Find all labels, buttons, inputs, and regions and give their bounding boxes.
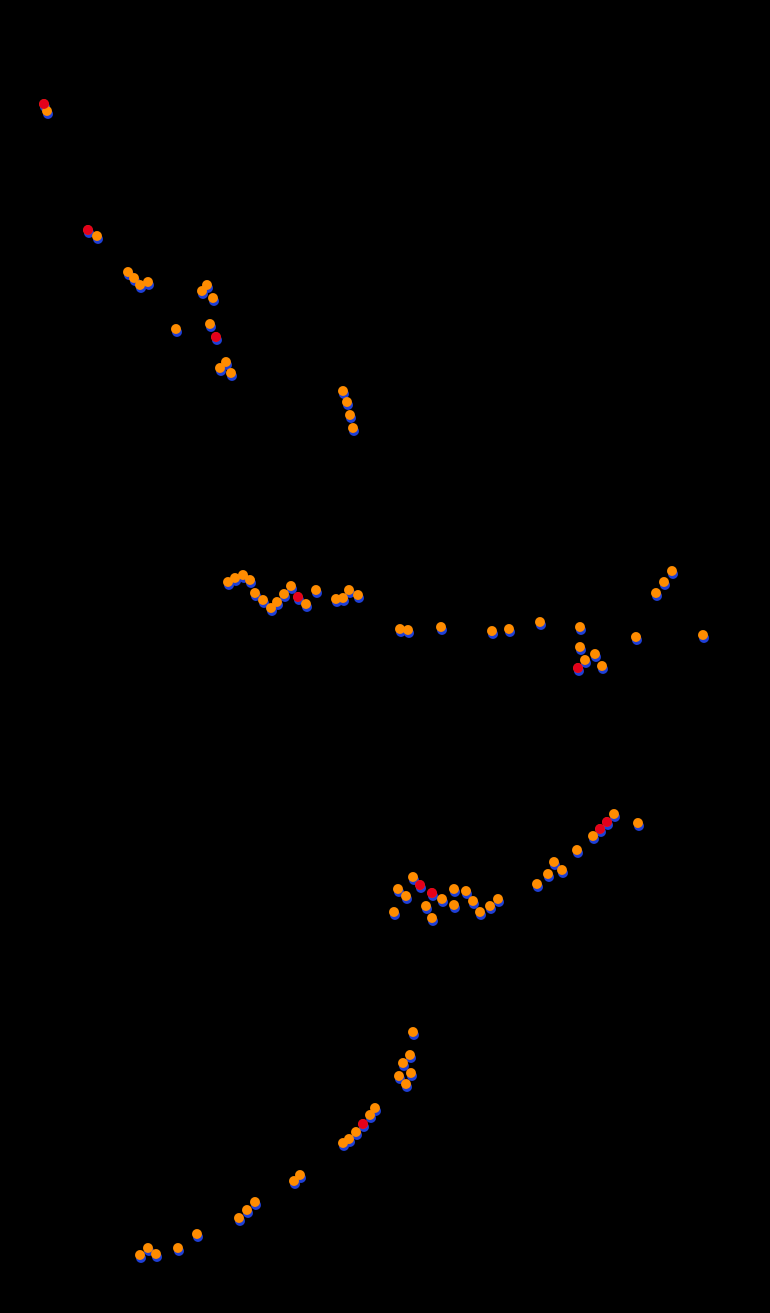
marker-orange xyxy=(202,280,212,290)
marker-orange xyxy=(493,894,503,904)
marker-orange xyxy=(449,884,459,894)
marker-orange xyxy=(234,1213,244,1223)
marker-orange xyxy=(575,622,585,632)
marker-orange xyxy=(437,894,447,904)
marker-orange xyxy=(408,1027,418,1037)
marker-orange xyxy=(192,1229,202,1239)
marker-orange xyxy=(575,642,585,652)
marker-orange xyxy=(487,626,497,636)
marker-orange xyxy=(597,661,607,671)
marker-orange xyxy=(353,590,363,600)
scatter-plot-svg xyxy=(0,0,770,1313)
marker-orange xyxy=(286,581,296,591)
marker-orange xyxy=(651,588,661,598)
marker-orange xyxy=(535,617,545,627)
marker-orange xyxy=(401,1079,411,1089)
marker-orange xyxy=(633,818,643,828)
marker-orange xyxy=(348,423,358,433)
marker-orange xyxy=(572,845,582,855)
marker-orange xyxy=(389,907,399,917)
marker-orange xyxy=(609,809,619,819)
marker-orange xyxy=(543,869,553,879)
marker-red xyxy=(358,1119,368,1129)
marker-orange xyxy=(338,386,348,396)
marker-orange xyxy=(393,884,403,894)
marker-orange xyxy=(667,566,677,576)
marker-orange xyxy=(580,655,590,665)
marker-red xyxy=(39,99,49,109)
marker-orange xyxy=(427,913,437,923)
marker-orange xyxy=(345,410,355,420)
marker-orange xyxy=(344,585,354,595)
marker-red xyxy=(573,663,583,673)
marker-red xyxy=(211,332,221,342)
marker-orange xyxy=(401,891,411,901)
marker-orange xyxy=(436,622,446,632)
marker-orange xyxy=(143,1243,153,1253)
marker-orange xyxy=(421,901,431,911)
marker-orange xyxy=(311,585,321,595)
scatter-plot xyxy=(0,0,770,1313)
marker-orange xyxy=(342,397,352,407)
marker-orange xyxy=(250,588,260,598)
marker-orange xyxy=(301,599,311,609)
marker-orange xyxy=(250,1197,260,1207)
marker-orange xyxy=(351,1127,361,1137)
marker-orange xyxy=(208,293,218,303)
marker-orange xyxy=(698,630,708,640)
marker-orange xyxy=(92,231,102,241)
marker-orange xyxy=(468,896,478,906)
marker-orange xyxy=(398,1058,408,1068)
marker-orange xyxy=(370,1103,380,1113)
marker-orange xyxy=(135,1250,145,1260)
marker-orange xyxy=(485,901,495,911)
marker-orange xyxy=(245,575,255,585)
marker-orange xyxy=(406,1068,416,1078)
marker-orange xyxy=(408,872,418,882)
marker-orange xyxy=(557,865,567,875)
marker-orange xyxy=(171,324,181,334)
marker-orange xyxy=(659,577,669,587)
marker-orange xyxy=(532,879,542,889)
marker-orange xyxy=(173,1243,183,1253)
marker-orange xyxy=(338,593,348,603)
marker-orange xyxy=(504,624,514,634)
marker-orange xyxy=(151,1249,161,1259)
marker-orange xyxy=(461,886,471,896)
marker-orange xyxy=(475,907,485,917)
marker-orange xyxy=(143,277,153,287)
marker-orange xyxy=(226,368,236,378)
marker-orange xyxy=(242,1205,252,1215)
marker-red xyxy=(83,225,93,235)
marker-orange xyxy=(279,589,289,599)
marker-orange xyxy=(403,625,413,635)
marker-orange xyxy=(590,649,600,659)
marker-orange xyxy=(205,319,215,329)
marker-orange xyxy=(258,595,268,605)
marker-orange xyxy=(295,1170,305,1180)
marker-orange xyxy=(549,857,559,867)
marker-red xyxy=(427,888,437,898)
marker-orange xyxy=(272,597,282,607)
marker-orange xyxy=(449,900,459,910)
marker-orange xyxy=(631,632,641,642)
marker-orange xyxy=(221,357,231,367)
marker-red xyxy=(415,880,425,890)
marker-orange xyxy=(394,1071,404,1081)
marker-red xyxy=(293,592,303,602)
marker-orange xyxy=(405,1050,415,1060)
marker-red xyxy=(602,817,612,827)
